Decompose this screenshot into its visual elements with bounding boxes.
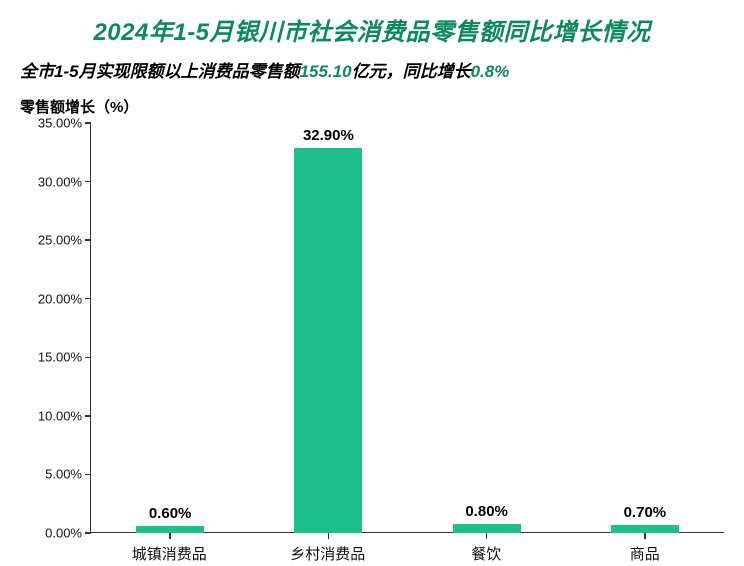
y-tick-label: 20.00% (38, 291, 82, 306)
y-axis: 0.00%5.00%10.00%15.00%20.00%25.00%30.00%… (20, 123, 90, 533)
bar-slot: 0.70% (566, 123, 724, 533)
y-tick-label: 10.00% (38, 408, 82, 423)
y-axis-label: 零售额增长（%） (20, 96, 724, 117)
bar (611, 525, 679, 533)
x-axis: 城镇消费品乡村消费品餐饮商品 (90, 533, 724, 564)
bar-value-label: 0.80% (465, 503, 508, 520)
subtitle-prefix: 全市1-5月实现限额以上消费品零售额 (20, 62, 300, 81)
subtitle-amount: 155.10 (300, 62, 352, 81)
x-axis-label: 乡村消费品 (249, 543, 408, 564)
plot-region: 0.60% 32.90% 0.80% 0.70% (90, 123, 724, 533)
bar-value-label: 0.70% (624, 504, 667, 521)
y-tick-mark (85, 181, 91, 183)
y-tick-mark (85, 239, 91, 241)
chart-container: 2024年1-5月银川市社会消费品零售额同比增长情况 全市1-5月实现限额以上消… (0, 0, 744, 566)
x-tick-mark (169, 533, 171, 539)
y-tick-mark (85, 122, 91, 124)
bar-slot: 0.60% (91, 123, 249, 533)
bar (294, 148, 362, 533)
chart-plot-area: 0.00%5.00%10.00%15.00%20.00%25.00%30.00%… (20, 123, 724, 533)
chart-title: 2024年1-5月银川市社会消费品零售额同比增长情况 (20, 12, 724, 47)
y-tick-mark (85, 357, 91, 359)
bars-group: 0.60% 32.90% 0.80% 0.70% (91, 123, 724, 533)
x-tick-mark (328, 533, 330, 539)
x-axis-label: 商品 (566, 543, 725, 564)
bar (453, 524, 521, 533)
x-tick-mark (644, 533, 646, 539)
bar-value-label: 0.60% (149, 505, 192, 522)
subtitle-growth: 0.8% (471, 62, 510, 81)
bar-value-label: 32.90% (303, 127, 354, 144)
y-tick-mark (85, 298, 91, 300)
y-tick-label: 30.00% (38, 174, 82, 189)
y-tick-label: 15.00% (38, 350, 82, 365)
y-tick-label: 5.00% (45, 467, 82, 482)
bar (136, 526, 204, 533)
chart-subtitle: 全市1-5月实现限额以上消费品零售额155.10亿元，同比增长0.8% (20, 57, 724, 82)
x-axis-label: 城镇消费品 (90, 543, 249, 564)
y-tick-label: 35.00% (38, 116, 82, 131)
y-tick-mark (85, 415, 91, 417)
x-axis-label: 餐饮 (407, 543, 566, 564)
bar-slot: 32.90% (249, 123, 407, 533)
y-tick-mark (85, 474, 91, 476)
x-tick-mark (486, 533, 488, 539)
bar-slot: 0.80% (408, 123, 566, 533)
y-tick-label: 0.00% (45, 526, 82, 541)
y-tick-label: 25.00% (38, 233, 82, 248)
subtitle-amount-suffix: 亿元，同比增长 (352, 62, 471, 81)
y-tick-mark (85, 532, 91, 534)
